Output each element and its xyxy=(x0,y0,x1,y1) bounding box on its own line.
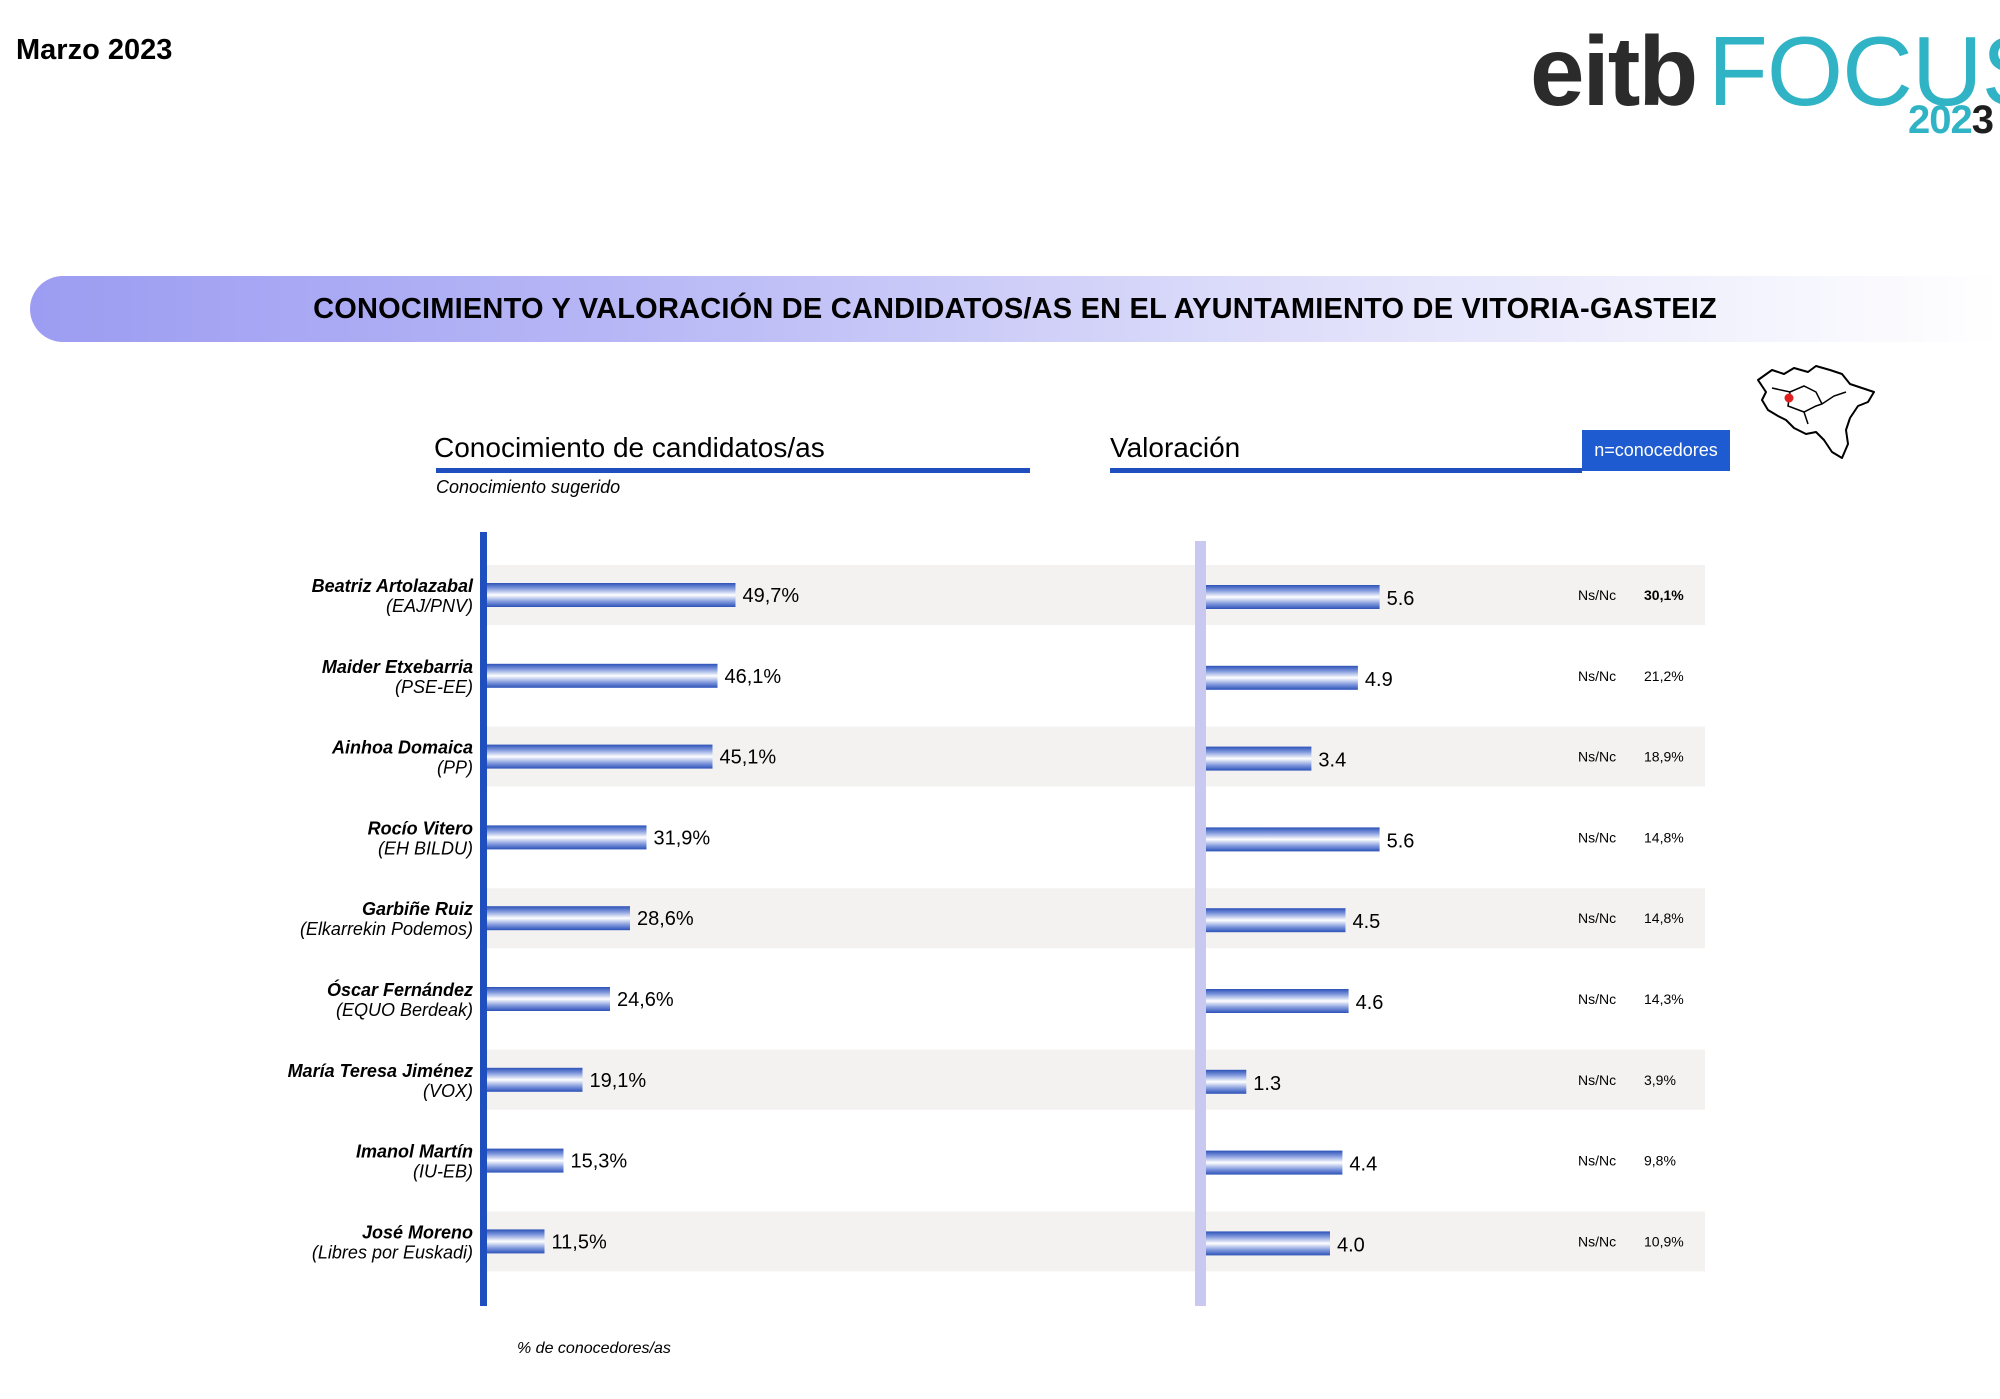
knowledge-bar xyxy=(487,825,647,850)
report-date: Marzo 2023 xyxy=(16,34,173,66)
candidate-name: Óscar Fernández xyxy=(327,979,473,1000)
candidate-name: Beatriz Artolazabal xyxy=(312,576,474,596)
nsnc-label: Ns/Nc xyxy=(1578,910,1616,926)
rating-value-label: 5.6 xyxy=(1387,830,1415,852)
knowledge-value-label: 24,6% xyxy=(617,989,674,1011)
knowledge-value-label: 28,6% xyxy=(637,908,694,930)
rating-value-label: 1.3 xyxy=(1253,1073,1281,1095)
knowledge-bar xyxy=(487,744,713,769)
rating-bar xyxy=(1206,1150,1343,1175)
candidate-party: (EAJ/PNV) xyxy=(386,596,473,616)
nsnc-value: 18,9% xyxy=(1644,749,1684,765)
nsnc-value: 9,8% xyxy=(1644,1153,1676,1169)
knowledge-bar xyxy=(487,583,736,607)
nsnc-value: 14,8% xyxy=(1644,910,1684,926)
rating-bar xyxy=(1206,746,1312,771)
knowledge-value-label: 15,3% xyxy=(571,1151,628,1173)
candidate-name: Maider Etxebarria xyxy=(322,657,473,677)
rating-value-label: 5.6 xyxy=(1387,588,1415,610)
nsnc-label: Ns/Nc xyxy=(1578,829,1616,845)
rating-bar xyxy=(1206,1231,1330,1256)
knowledge-bar xyxy=(487,663,718,688)
rating-axis-line xyxy=(1195,541,1206,1306)
nsnc-label: Ns/Nc xyxy=(1578,749,1616,765)
knowledge-bar xyxy=(487,1067,583,1092)
candidate-name: Imanol Martín xyxy=(356,1142,473,1162)
knowledge-bar xyxy=(487,1229,545,1254)
nsnc-value: 30,1% xyxy=(1644,587,1684,603)
nsnc-value: 21,2% xyxy=(1644,668,1684,684)
rating-bar xyxy=(1206,665,1358,690)
n-conocedores-badge: n=conocedores xyxy=(1582,430,1730,471)
candidate-party: (EH BILDU) xyxy=(378,838,473,858)
rating-value-label: 4.9 xyxy=(1365,669,1393,691)
rating-value-label: 4.4 xyxy=(1349,1154,1377,1176)
knowledge-subtitle: Conocimiento sugerido xyxy=(436,477,621,497)
rating-value-label: 4.6 xyxy=(1356,992,1384,1014)
candidate-party: (VOX) xyxy=(423,1081,473,1101)
rating-bar xyxy=(1206,585,1380,609)
rating-bar xyxy=(1206,989,1349,1013)
knowledge-value-label: 19,1% xyxy=(590,1070,647,1092)
rating-value-label: 4.0 xyxy=(1337,1234,1365,1256)
knowledge-value-label: 46,1% xyxy=(725,666,782,688)
rating-value-label: 3.4 xyxy=(1318,750,1346,772)
nsnc-label: Ns/Nc xyxy=(1578,991,1616,1007)
candidate-name: Rocío Vitero xyxy=(368,818,473,838)
rating-bar xyxy=(1206,1069,1247,1094)
rating-value-label: 4.5 xyxy=(1353,911,1381,933)
candidate-party: (EQUO Berdeak) xyxy=(336,1000,473,1020)
rating-bar xyxy=(1206,827,1380,852)
knowledge-axis-line xyxy=(480,532,487,1306)
logo-focus-text: FOCUS xyxy=(1708,16,2000,126)
candidate-party: (PP) xyxy=(437,758,473,778)
knowledge-title-underline xyxy=(436,468,1030,473)
basque-country-map-icon xyxy=(1757,365,1875,459)
knowledge-bar xyxy=(487,1148,564,1173)
title-banner: CONOCIMIENTO Y VALORACIÓN DE CANDIDATOS/… xyxy=(30,276,2000,342)
eitb-focus-logo: eitb FOCUS 2023 xyxy=(1530,16,2000,147)
rating-section-title: Valoración xyxy=(1110,432,1241,463)
candidate-party: (Elkarrekin Podemos) xyxy=(300,919,473,939)
nsnc-label: Ns/Nc xyxy=(1578,587,1616,603)
candidate-name: Garbiñe Ruiz xyxy=(362,899,473,919)
logo-year: 2023 xyxy=(1908,98,1994,142)
logo-eitb-text: eitb xyxy=(1530,16,1698,126)
knowledge-section-title: Conocimiento de candidatos/as xyxy=(434,432,825,463)
candidate-name: María Teresa Jiménez xyxy=(288,1061,473,1081)
candidate-name: Ainhoa Domaica xyxy=(331,738,473,758)
row-stripe xyxy=(487,1211,1705,1272)
nsnc-value: 14,8% xyxy=(1644,829,1684,845)
knowledge-bar xyxy=(487,987,610,1011)
row-stripe xyxy=(487,1049,1705,1110)
rating-bar xyxy=(1206,908,1346,933)
row-stripe xyxy=(487,888,1705,949)
nsnc-label: Ns/Nc xyxy=(1578,668,1616,684)
nsnc-value: 3,9% xyxy=(1644,1072,1676,1088)
candidate-party: (IU-EB) xyxy=(413,1162,473,1182)
page-title: CONOCIMIENTO Y VALORACIÓN DE CANDIDATOS/… xyxy=(313,293,1717,325)
knowledge-bar xyxy=(487,906,630,931)
nsnc-label: Ns/Nc xyxy=(1578,1072,1616,1088)
nsnc-value: 10,9% xyxy=(1644,1233,1684,1249)
knowledge-value-label: 45,1% xyxy=(720,747,777,769)
nsnc-label: Ns/Nc xyxy=(1578,1233,1616,1249)
candidate-party: (PSE-EE) xyxy=(395,677,473,697)
rating-title-underline xyxy=(1110,468,1582,473)
knowledge-value-label: 11,5% xyxy=(552,1231,607,1253)
knowledge-value-label: 49,7% xyxy=(743,585,800,607)
footnote: % de conocedores/as xyxy=(517,1340,671,1357)
nsnc-label: Ns/Nc xyxy=(1578,1153,1616,1169)
candidate-name: José Moreno xyxy=(362,1222,473,1242)
knowledge-value-label: 31,9% xyxy=(654,827,711,849)
candidate-party: (Libres por Euskadi) xyxy=(312,1242,473,1262)
nsnc-value: 14,3% xyxy=(1644,991,1684,1007)
